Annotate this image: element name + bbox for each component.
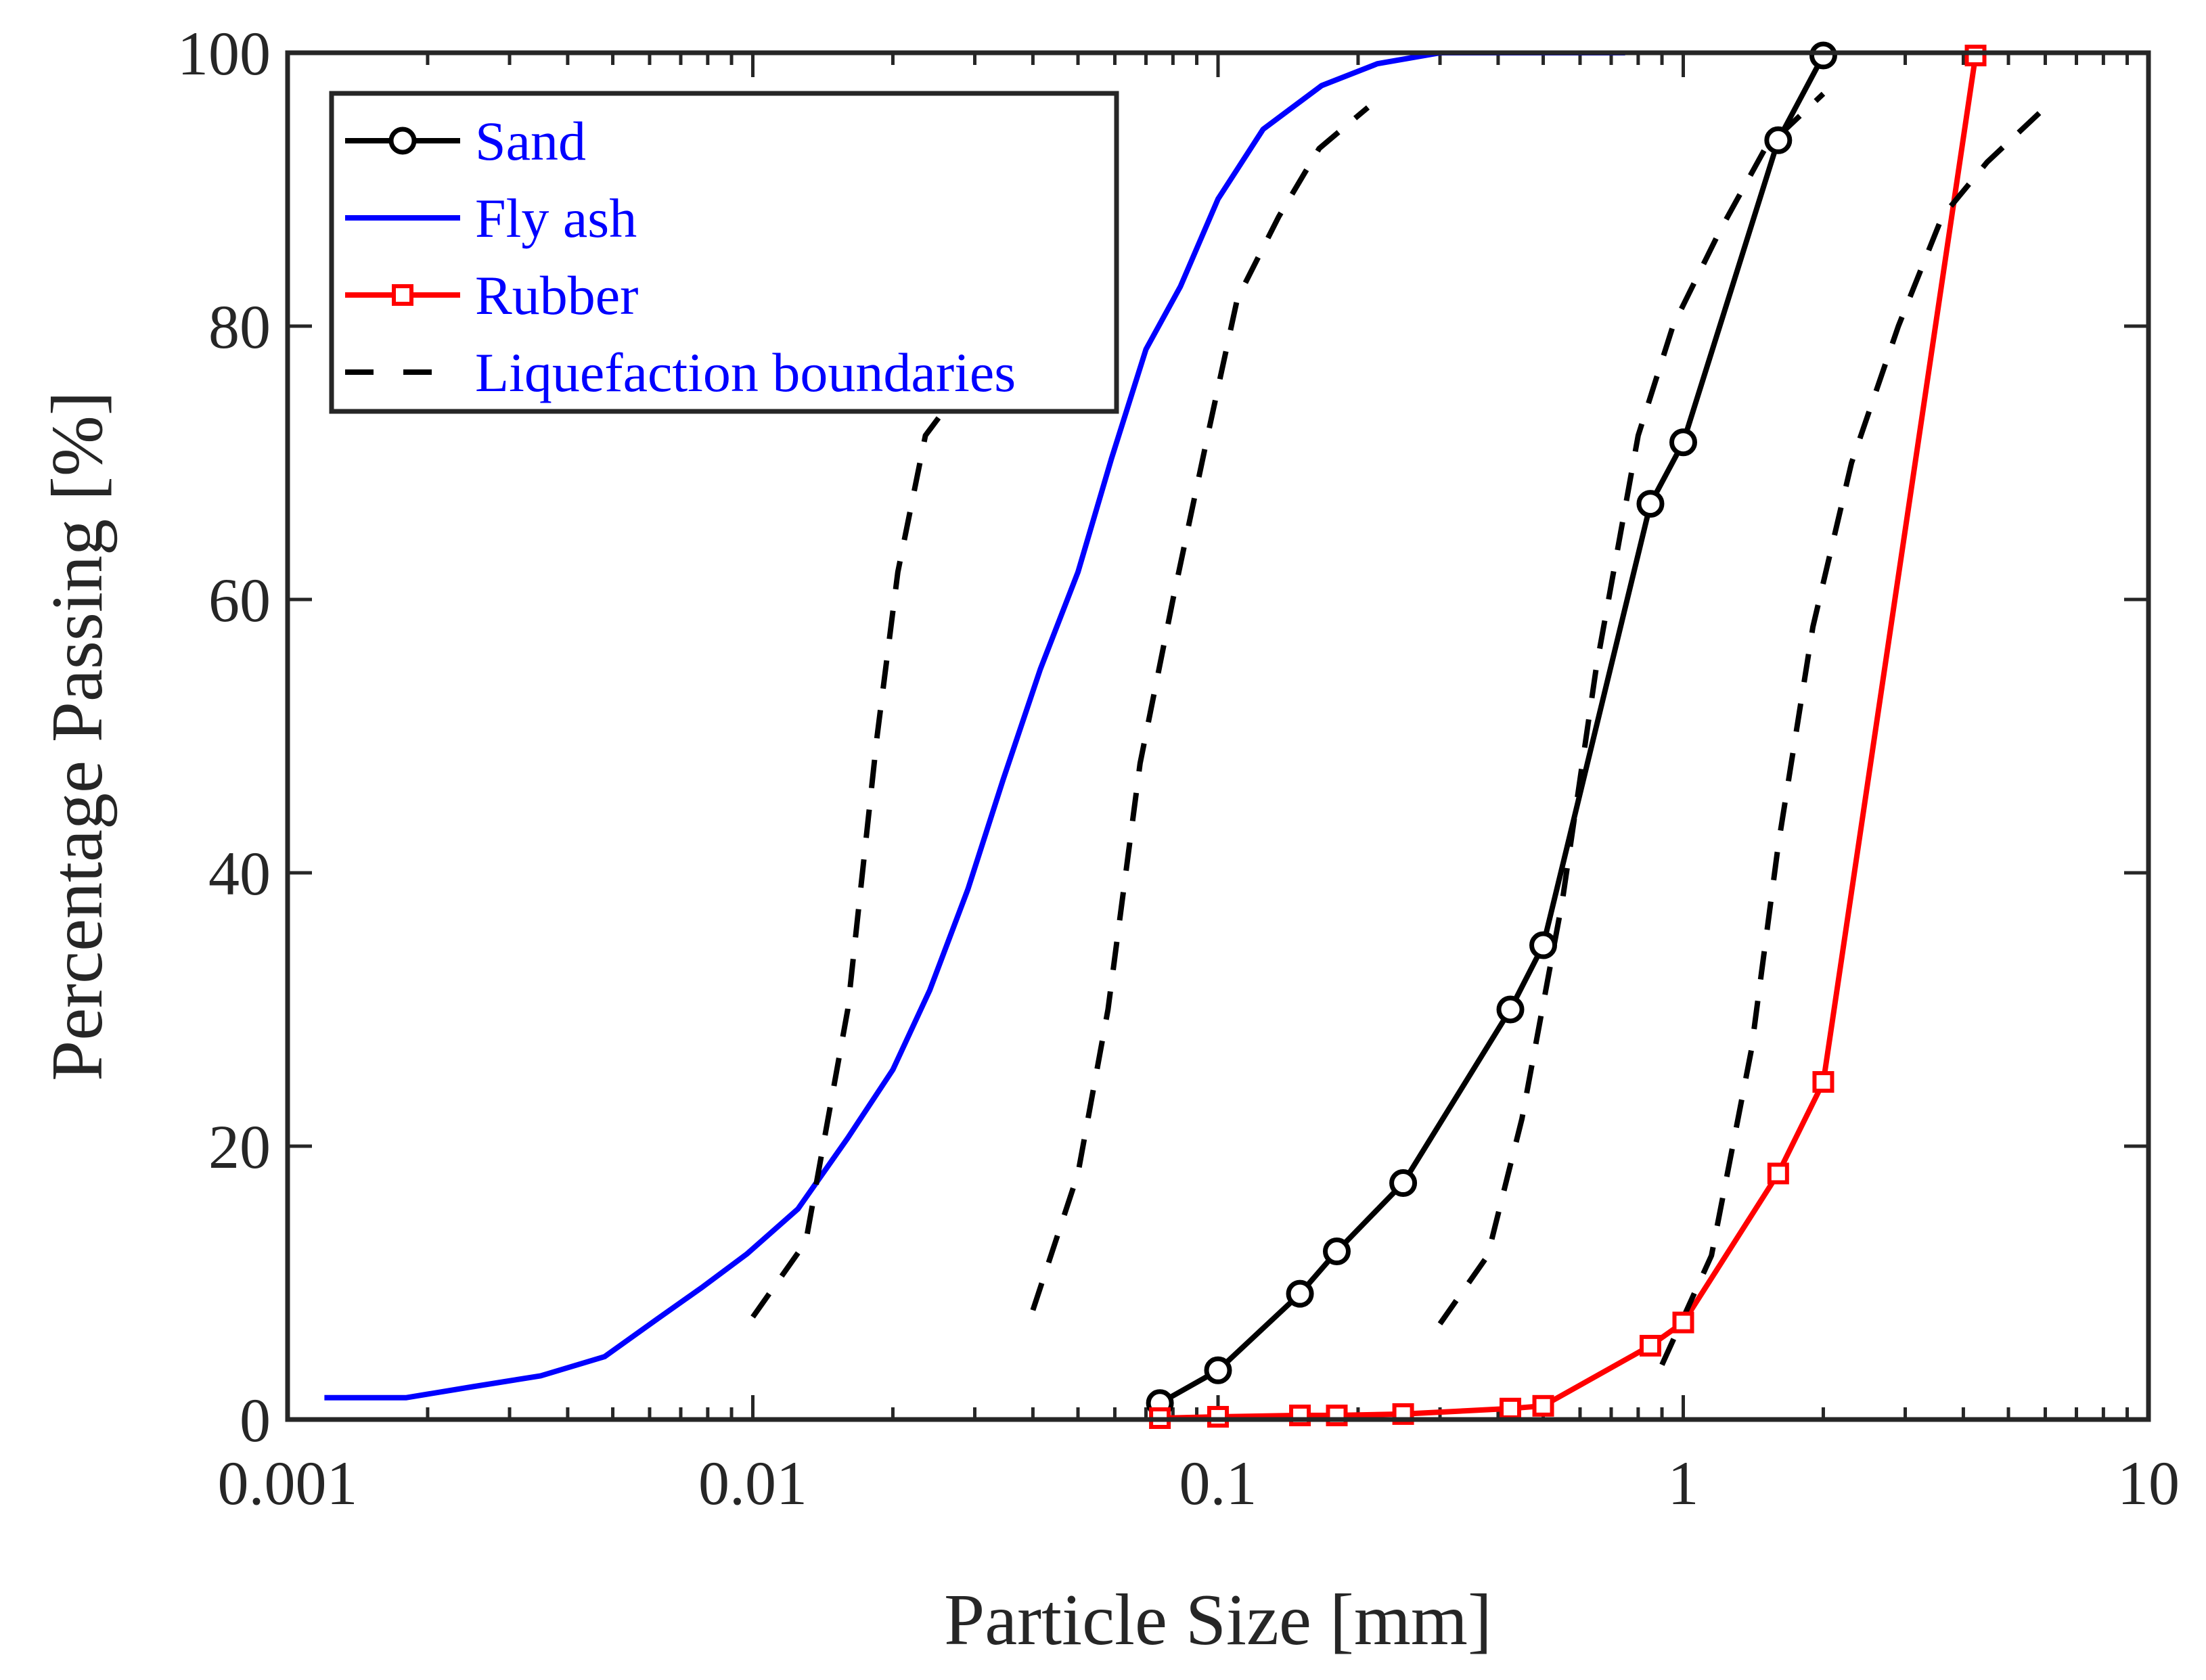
liquefaction-boundaries-boundary-line bbox=[1030, 105, 1370, 1311]
rubber-data-point bbox=[1812, 1071, 1834, 1093]
rubber-data-point bbox=[1532, 1394, 1554, 1417]
x-tick-label: 0.01 bbox=[698, 1449, 807, 1518]
y-tick-label: 40 bbox=[208, 839, 271, 908]
rubber-series-line bbox=[1160, 55, 1979, 1420]
sand-data-point bbox=[1636, 490, 1665, 518]
rubber-data-point bbox=[1964, 45, 1987, 67]
rubber-data-point bbox=[1500, 1397, 1522, 1420]
rubber-data-point bbox=[1767, 1162, 1789, 1185]
y-tick-label: 0 bbox=[240, 1386, 271, 1455]
legend-liquefaction-boundaries-label: Liquefaction boundaries bbox=[475, 342, 1016, 403]
sand-data-point bbox=[1286, 1279, 1314, 1308]
fly-ash-series-line bbox=[324, 53, 1625, 1401]
plot-area-frame bbox=[285, 50, 2151, 1422]
sand-data-point bbox=[1389, 1169, 1418, 1198]
legend-rubber-marker bbox=[392, 284, 413, 306]
sand-data-point bbox=[1204, 1356, 1232, 1384]
liquefaction-boundaries-boundary-line bbox=[1659, 105, 2048, 1366]
markers-layer bbox=[1146, 41, 1987, 1429]
rubber-data-point bbox=[1672, 1311, 1694, 1334]
sand-data-point bbox=[1322, 1238, 1351, 1266]
sand-data-point bbox=[1496, 995, 1525, 1024]
x-tick-label: 0.1 bbox=[1179, 1449, 1257, 1518]
legend-box bbox=[329, 91, 1119, 414]
legend-sand-label: Sand bbox=[475, 110, 586, 172]
liquefaction-boundaries-boundary-line bbox=[750, 406, 949, 1319]
liquefaction-boundaries-boundary-line bbox=[1437, 91, 1826, 1325]
legend-sand-marker bbox=[388, 127, 417, 155]
sand-data-point bbox=[1809, 41, 1837, 70]
legend: Sand Fly ash Rubber Liquefaction boundaries bbox=[329, 91, 1119, 414]
rubber-data-point bbox=[1207, 1405, 1229, 1428]
x-tick-label: 10 bbox=[2117, 1449, 2180, 1518]
x-tick-label: 0.001 bbox=[218, 1449, 358, 1518]
y-axis-title: Percentage Passing [%] bbox=[37, 391, 118, 1081]
sand-data-point bbox=[1764, 126, 1793, 154]
legend-fly-ash-label: Fly ash bbox=[475, 187, 637, 249]
x-axis-title: Particle Size [mm] bbox=[944, 1580, 1492, 1660]
y-tick-label: 20 bbox=[208, 1112, 271, 1181]
y-tick-label: 60 bbox=[208, 566, 271, 635]
rubber-data-point bbox=[1639, 1334, 1661, 1357]
sand-data-point bbox=[1529, 931, 1558, 959]
x-tick-label: 1 bbox=[1668, 1449, 1699, 1518]
y-tick-label: 80 bbox=[208, 292, 271, 361]
legend-rubber-label: Rubber bbox=[475, 265, 638, 326]
y-tick-label: 100 bbox=[177, 19, 271, 88]
sand-data-point bbox=[1669, 428, 1697, 457]
